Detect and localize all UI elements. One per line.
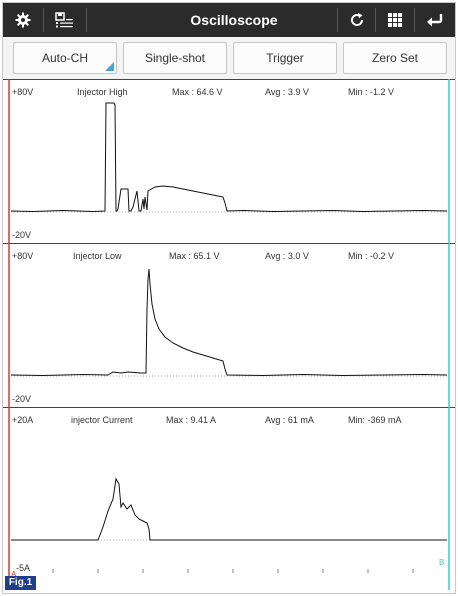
back-arrow-icon[interactable] [415,3,455,37]
auto-ch-label: Auto-CH [41,51,88,65]
waveform-injector-high [10,102,448,213]
waveform-injector-current [11,477,447,541]
refresh-icon[interactable] [338,3,375,37]
trigger-button[interactable]: Trigger [233,42,337,74]
zero-set-button[interactable]: Zero Set [343,42,447,74]
ch2-name: Injector Low [73,251,122,261]
ch3-name: injector Current [71,415,133,425]
ch2-min: Min : -0.2 V [348,251,395,261]
ch3-bottom-scale: -5A [16,563,31,573]
ch2-bottom-scale: -20V [12,394,32,404]
ch3-max: Max : 9.41 A [166,415,217,425]
ch2-max: Max : 65.1 V [169,251,220,261]
waveform-canvas[interactable] [3,79,455,590]
ch1-bottom-scale: -20V [12,230,32,240]
title-bar: Oscilloscope [3,3,455,37]
toolbar: Auto-CH Single-shot Trigger Zero Set [3,37,455,79]
ch1-min: Min : -1.2 V [348,87,395,97]
ch1-avg: Avg : 3.9 V [265,87,309,97]
time-ticks [52,569,414,573]
save-list-icon[interactable] [44,3,86,37]
waveform-injector-low [10,268,448,377]
ch3-top-scale: +20A [12,415,34,425]
gear-icon[interactable] [3,3,43,37]
scope-display[interactable]: +80V Injector High Max : 64.6 V Avg : 3.… [3,79,455,590]
ch3-min: Min: -369 mA [348,415,402,425]
ch2-top-scale: +80V [12,251,34,261]
app-title: Oscilloscope [190,12,278,28]
cursor-b-marker[interactable]: B [439,558,445,567]
dropdown-corner-icon [105,62,114,71]
figure-tag: Fig.1 [5,576,36,590]
ch1-name: Injector High [77,87,128,97]
auto-ch-button[interactable]: Auto-CH [13,42,117,74]
single-shot-button[interactable]: Single-shot [123,42,227,74]
ch3-avg: Avg : 61 mA [265,415,314,425]
ch1-max: Max : 64.6 V [172,87,223,97]
grid-icon[interactable] [376,3,414,37]
ch1-top-scale: +80V [12,87,34,97]
ch2-avg: Avg : 3.0 V [265,251,309,261]
cursor-a-marker[interactable]: A [11,570,17,579]
